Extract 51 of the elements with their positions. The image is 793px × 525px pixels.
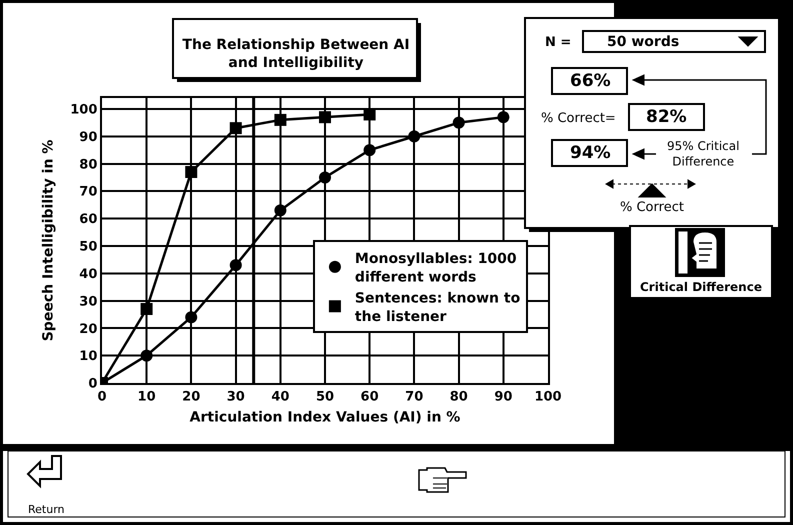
y-tick-label: 80: [79, 157, 98, 172]
text: 94%: [570, 143, 611, 163]
y-tick-label: 60: [79, 212, 98, 228]
y-tick-label: 20: [79, 322, 98, 337]
text: Return: [28, 503, 65, 516]
point: [185, 166, 198, 178]
point: [319, 111, 331, 124]
y-tick-label: 10: [79, 349, 98, 364]
y-tick-label: 70: [79, 184, 98, 200]
legend-label: Monosyllables: 1000 different words: [354, 251, 517, 286]
y-axis-title: Speech Intelligibility in %: [40, 140, 56, 342]
point: [230, 122, 242, 134]
x-tick-label: 70: [405, 390, 424, 405]
text: Critical Difference: [640, 280, 762, 294]
x-tick-label: 10: [138, 390, 156, 405]
x-tick-label: 40: [271, 390, 290, 405]
point: [274, 114, 286, 126]
text: 50 words: [607, 34, 680, 50]
text: % Correct: [620, 200, 684, 215]
x-tick-label: 0: [97, 390, 107, 405]
y-tick-label: 50: [79, 240, 98, 255]
text: 82%: [646, 107, 687, 127]
legend-label: Sentences: known to the listener: [354, 290, 521, 325]
y-tick-label: 90: [79, 130, 98, 145]
x-tick-label: 60: [360, 390, 379, 405]
annotation: % Correct=: [541, 111, 616, 126]
chart-title: The Relationship Between AI and Intelligibility: [182, 37, 410, 72]
text: 95% Critical Difference: [667, 139, 740, 169]
point: [408, 130, 420, 142]
y-tick-label: 100: [70, 102, 98, 118]
point: [274, 204, 286, 216]
y-tick-label: 40: [79, 266, 98, 282]
point: [452, 116, 465, 129]
text: 66%: [570, 71, 611, 91]
y-tick-label: 0: [88, 376, 98, 392]
x-tick-label: 50: [316, 390, 334, 405]
x-tick-label: 90: [494, 390, 512, 405]
text: N =: [545, 35, 572, 50]
point: [364, 144, 376, 156]
x-tick-label: 100: [534, 390, 562, 405]
x-tick-label: 20: [182, 390, 200, 405]
point: [140, 350, 153, 362]
y-tick-label: 30: [79, 294, 98, 310]
point: [497, 111, 510, 124]
point: [319, 171, 331, 184]
point: [185, 311, 198, 324]
x-tick-label: 30: [226, 390, 245, 405]
x-axis-title: Articulation Index Values (AI) in %: [190, 409, 460, 426]
x-tick-label: 80: [450, 390, 468, 405]
point: [230, 259, 242, 272]
point: [140, 303, 153, 316]
